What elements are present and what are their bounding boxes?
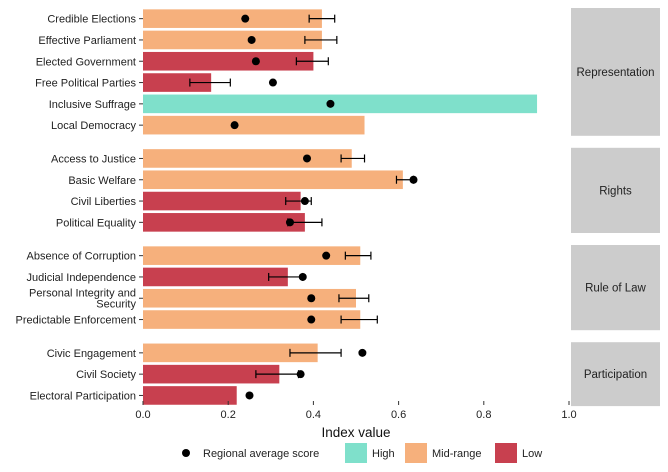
x-tick-label: 0.2 bbox=[221, 409, 236, 421]
average-point bbox=[296, 370, 305, 379]
category-label: Free Political Parties bbox=[35, 78, 136, 90]
average-point bbox=[268, 78, 277, 87]
category-label: Local Democracy bbox=[51, 120, 136, 132]
category-label: Effective Parliament bbox=[38, 35, 136, 47]
average-point bbox=[241, 14, 250, 23]
x-axis: 0.0 0.2 0.4 0.6 0.8 1.0 bbox=[135, 401, 577, 421]
legend-point-label: Regional average score bbox=[203, 448, 319, 460]
bar bbox=[143, 73, 212, 92]
legend-mid-range-label: Mid-range bbox=[432, 448, 482, 460]
category-label: Political Equality bbox=[56, 217, 137, 229]
average-point bbox=[303, 154, 312, 163]
bar bbox=[143, 213, 305, 232]
bar bbox=[143, 343, 318, 363]
legend-mid-range-swatch bbox=[405, 443, 427, 463]
bar bbox=[143, 170, 403, 190]
facet-strip bbox=[571, 342, 660, 407]
average-point bbox=[300, 197, 309, 206]
legend: Regional average score High Mid-range Lo… bbox=[182, 443, 542, 463]
legend-high-swatch bbox=[345, 443, 367, 463]
category-label: Civic Engagement bbox=[47, 348, 136, 360]
legend-low-label: Low bbox=[522, 448, 542, 460]
category-label: Basic Welfare bbox=[68, 175, 136, 187]
average-point bbox=[230, 121, 239, 130]
bar bbox=[143, 9, 322, 28]
bar bbox=[143, 149, 352, 168]
bar bbox=[143, 51, 314, 71]
bar bbox=[143, 115, 365, 135]
facet-strip-label: Representation bbox=[577, 67, 655, 79]
category-label: Civil Liberties bbox=[71, 196, 137, 208]
x-tick-label: 0.0 bbox=[135, 409, 150, 421]
bar bbox=[143, 246, 361, 265]
bar bbox=[143, 310, 361, 329]
category-label: Electoral Participation bbox=[30, 390, 136, 402]
legend-high-label: High bbox=[372, 448, 395, 460]
x-axis-title: Index value bbox=[321, 425, 390, 440]
facet-strip bbox=[571, 8, 660, 136]
panels-layer: Credible Elections Effective Parliament El… bbox=[16, 8, 660, 407]
category-label: Personal Integrity and Security bbox=[29, 287, 137, 310]
average-point bbox=[358, 348, 367, 357]
category-label: Predictable Enforcement bbox=[16, 315, 136, 327]
bar bbox=[143, 267, 288, 287]
average-point bbox=[326, 99, 335, 108]
average-point bbox=[307, 315, 316, 324]
category-label: Credible Elections bbox=[47, 14, 136, 26]
bar bbox=[143, 94, 538, 114]
average-point bbox=[245, 391, 254, 400]
legend-point-swatch bbox=[182, 449, 190, 457]
average-point bbox=[307, 294, 316, 303]
panel-2: Absence of Corruption Judicial Independen… bbox=[16, 245, 660, 331]
average-point bbox=[247, 35, 256, 44]
category-label: Inclusive Suffrage bbox=[49, 99, 136, 111]
average-point bbox=[298, 272, 307, 281]
panel-3: Civic Engagement Civil Society Electoral P… bbox=[30, 342, 660, 407]
category-label: Access to Justice bbox=[51, 153, 136, 165]
facet-strip bbox=[571, 245, 660, 331]
average-point bbox=[251, 57, 260, 66]
bar bbox=[143, 191, 301, 211]
x-tick-label: 0.8 bbox=[476, 409, 491, 421]
legend-low-swatch bbox=[495, 443, 517, 463]
category-label: Judicial Independence bbox=[27, 272, 136, 284]
bar bbox=[143, 364, 280, 384]
x-tick-label: 0.6 bbox=[391, 409, 406, 421]
x-tick-label: 1.0 bbox=[561, 409, 576, 421]
facet-strip-label: Participation bbox=[584, 369, 647, 381]
category-label: Elected Government bbox=[36, 56, 136, 68]
bar bbox=[143, 30, 322, 50]
facet-strip-label: Rule of Law bbox=[585, 283, 646, 295]
panel-1: Access to Justice Basic Welfare Civil Libe… bbox=[51, 147, 660, 233]
facet-strip bbox=[571, 147, 660, 233]
bar bbox=[143, 288, 356, 308]
facet-strip-label: Rights bbox=[599, 185, 632, 197]
average-point bbox=[409, 175, 418, 184]
category-label: Civil Society bbox=[76, 369, 136, 381]
average-point bbox=[322, 251, 331, 260]
panel-0: Credible Elections Effective Parliament El… bbox=[35, 8, 660, 136]
average-point bbox=[285, 218, 294, 227]
x-tick-label: 0.4 bbox=[306, 409, 321, 421]
bar bbox=[143, 386, 237, 405]
category-label: Absence of Corruption bbox=[27, 251, 136, 263]
